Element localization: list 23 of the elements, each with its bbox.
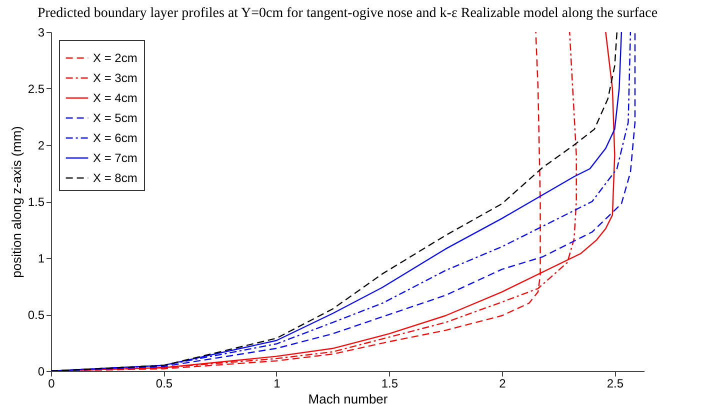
y-tick-label: 1 — [38, 252, 45, 266]
y-axis-title: position along z-axis (mm) — [8, 126, 24, 278]
x-tick-label: 2.5 — [606, 376, 624, 390]
y-tick-label: 0 — [38, 364, 45, 378]
legend-label: X = 7cm — [93, 151, 138, 165]
x-axis-title: Mach number — [308, 392, 388, 406]
legend-label: X = 2cm — [93, 51, 138, 65]
legend-label: X = 5cm — [93, 111, 138, 125]
x-tick-label: 2 — [499, 376, 506, 390]
x-tick-label: 1.5 — [381, 376, 398, 390]
legend-label: X = 8cm — [93, 171, 138, 185]
y-tick-label: 3 — [38, 26, 45, 40]
y-tick-label: 0.5 — [28, 308, 45, 322]
y-tick-label: 2 — [38, 138, 45, 152]
legend-label: X = 6cm — [93, 131, 138, 145]
x-tick-label: 0.5 — [156, 376, 173, 390]
x-tick-label: 1 — [274, 376, 281, 390]
chart-title: Predicted boundary layer profiles at Y=0cm for tangent-ogive nose and k-ε Realizable model along the surface — [37, 6, 658, 21]
y-tick-label: 2.5 — [28, 82, 45, 96]
legend-label: X = 4cm — [93, 91, 138, 105]
x-tick-label: 0 — [48, 376, 56, 390]
y-tick-label: 1.5 — [28, 195, 45, 209]
legend-label: X = 3cm — [93, 71, 138, 85]
